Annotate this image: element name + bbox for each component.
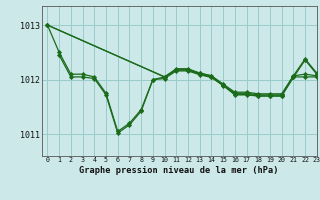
X-axis label: Graphe pression niveau de la mer (hPa): Graphe pression niveau de la mer (hPa) bbox=[79, 166, 279, 175]
